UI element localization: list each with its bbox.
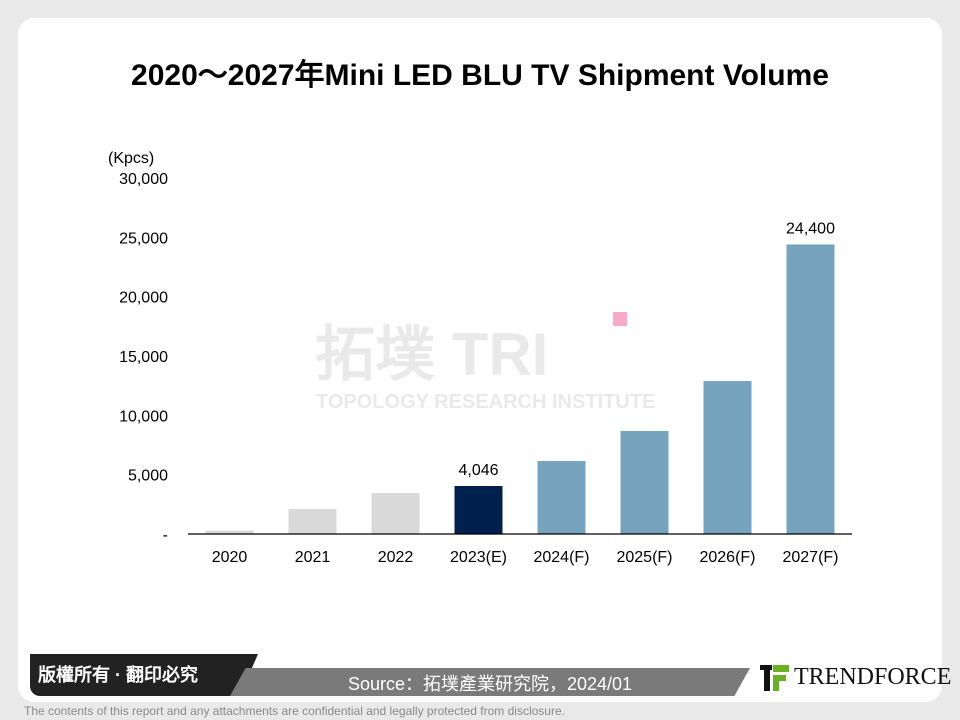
y-tick-label: -	[163, 527, 168, 544]
x-tick-label: 2020	[212, 549, 248, 566]
bar-2024(F)	[537, 461, 586, 534]
bar-2026(F)	[703, 381, 752, 534]
y-tick-label: 25,000	[119, 230, 168, 247]
x-tick-label: 2026(F)	[699, 549, 755, 566]
bar-2023(E)	[454, 485, 503, 534]
disclaimer: The contents of this report and any atta…	[24, 704, 565, 718]
data-label: 24,400	[786, 220, 835, 237]
x-tick-label: 2023(E)	[450, 549, 507, 566]
x-tick-label: 2027(F)	[782, 549, 838, 566]
data-label: 4,046	[458, 462, 498, 479]
source-text: Source：拓墣產業研究院，2024/01	[230, 668, 750, 696]
x-tick-label: 2022	[378, 549, 414, 566]
x-tick-label: 2024(F)	[533, 549, 589, 566]
trendforce-logo: TRENDFORCE	[760, 664, 951, 691]
chart-title: 2020～2027年Mini LED BLU TV Shipment Volum…	[131, 59, 829, 92]
y-tick-label: 30,000	[119, 171, 168, 188]
y-tick-label: 20,000	[119, 290, 168, 307]
bar-2022	[371, 493, 420, 534]
y-tick-label: 10,000	[119, 408, 168, 425]
watermark: 拓墣 TRI TOPOLOGY RESEARCH INSTITUTE	[315, 321, 655, 413]
y-tick-label: 5,000	[128, 468, 168, 485]
bar-2027(F)	[786, 244, 835, 534]
x-tick-label: 2021	[295, 549, 331, 566]
bar-2025(F)	[620, 430, 669, 534]
y-axis-unit: (Kpcs)	[108, 150, 154, 167]
trendforce-logo-icon	[760, 664, 789, 691]
bar-2020	[205, 530, 254, 534]
trendforce-logo-text: TRENDFORCE	[794, 664, 952, 690]
bar-2021	[288, 509, 337, 534]
y-tick-label: 15,000	[119, 349, 168, 366]
watermark-subtitle: TOPOLOGY RESEARCH INSTITUTE	[316, 391, 655, 413]
copyright-banner: 版權所有 · 翻印必究	[30, 654, 258, 696]
watermark-dot	[613, 312, 627, 326]
watermark-logo: 拓墣 TRI	[315, 321, 548, 388]
x-tick-label: 2025(F)	[616, 549, 672, 566]
